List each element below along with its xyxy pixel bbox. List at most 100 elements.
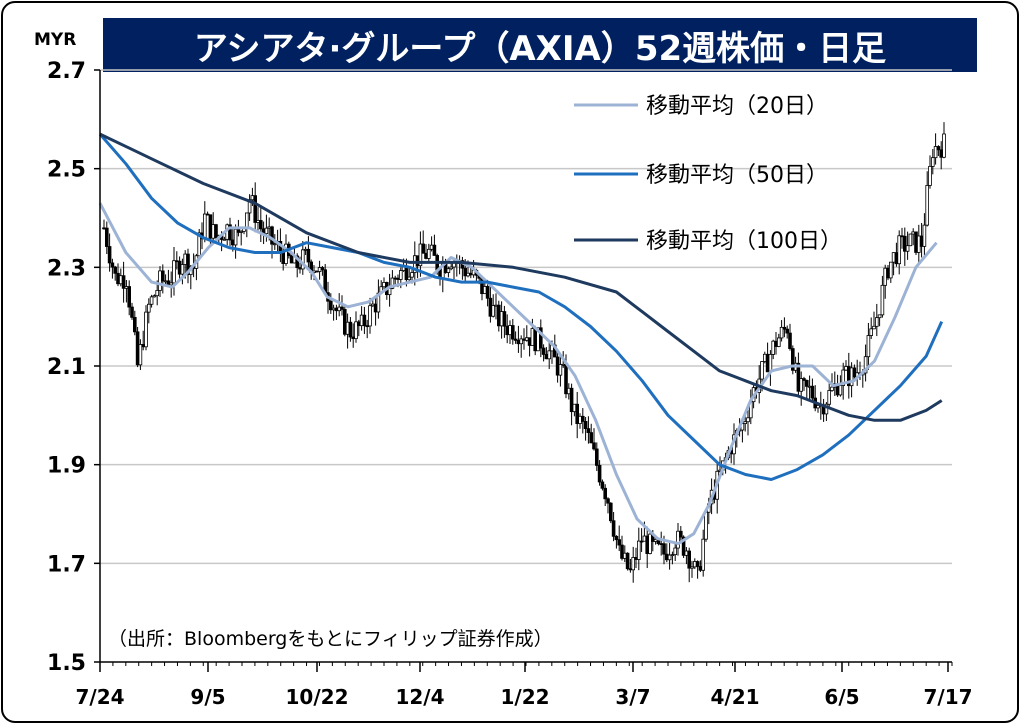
gridlines (100, 69, 952, 565)
candle-body (264, 227, 269, 235)
candle-body (704, 511, 708, 540)
candle-body (866, 335, 871, 358)
x-tick-label: 4/21 (710, 685, 759, 709)
candle-body (124, 286, 129, 289)
candle-body (667, 554, 672, 561)
candle-body (177, 260, 182, 275)
candle-body (695, 561, 700, 567)
candle-body (340, 306, 344, 310)
candle-body (513, 338, 518, 341)
candle-body (533, 328, 537, 352)
candle-body (642, 535, 647, 542)
candle-body (107, 246, 112, 264)
candle-body (494, 304, 498, 307)
candle-body (222, 238, 227, 241)
legend-label: 移動平均（20日） (646, 94, 828, 119)
candle-body (334, 307, 339, 312)
candle-body (583, 421, 588, 430)
candle-body (777, 337, 781, 347)
candle-body (320, 267, 325, 271)
candle-body (382, 282, 386, 288)
candle-body (135, 331, 140, 366)
candle-body (894, 252, 899, 265)
candle-body (396, 277, 400, 280)
x-tick-label: 7/17 (923, 685, 972, 709)
candle-body (328, 300, 333, 311)
candle-body (300, 249, 305, 270)
candle-body (345, 321, 350, 335)
candle-body (541, 347, 546, 355)
candle-body (127, 286, 132, 308)
candle-body (639, 540, 644, 543)
candle-body (256, 220, 260, 223)
candle-body (578, 415, 582, 425)
candle-body (239, 230, 244, 233)
candle-body (174, 260, 179, 263)
candle-body (810, 385, 815, 399)
y-tick-label: 2.5 (47, 158, 86, 183)
candle-body (183, 253, 188, 265)
candle-body (679, 530, 683, 538)
candle-body (555, 356, 560, 376)
candle-body (158, 270, 162, 291)
candle-body (348, 321, 353, 338)
candle-body (258, 220, 263, 230)
candle-body (581, 415, 585, 422)
candle-body (407, 276, 411, 281)
candle-body (942, 133, 946, 158)
candle-body (410, 272, 414, 278)
y-tick-label: 2.7 (47, 59, 86, 84)
candle-body (236, 228, 241, 233)
candle-body (351, 336, 355, 340)
candle-body (564, 363, 568, 395)
candle-body (569, 387, 574, 413)
candle-body (903, 235, 907, 252)
x-tick-label: 7/24 (75, 685, 124, 709)
candle-body (303, 248, 308, 251)
candle-body (110, 262, 115, 268)
candle-body (597, 465, 602, 483)
candle-body (631, 557, 635, 571)
candle-body (889, 261, 893, 279)
candle-body (272, 243, 277, 246)
candle-body (482, 286, 487, 295)
candle-body (698, 566, 703, 571)
candle-body (900, 235, 904, 238)
candle-body (905, 245, 910, 252)
candle-body (561, 363, 565, 366)
axes (94, 69, 953, 672)
candle-body (429, 244, 434, 250)
x-tick-label: 3/7 (615, 685, 650, 709)
candle-body (634, 557, 638, 560)
candle-body (771, 340, 775, 355)
candle-body (824, 403, 829, 415)
candle-body (253, 195, 258, 223)
candle-body (530, 328, 535, 346)
candle-body (760, 361, 764, 380)
candle-body (172, 260, 176, 284)
candle-body (214, 224, 218, 239)
legend-label: 移動平均（100日） (646, 229, 842, 254)
candle-body (446, 268, 451, 273)
candle-body (160, 270, 165, 282)
candle-body (116, 272, 120, 285)
candle-body (746, 417, 750, 423)
source-note: （出所：Bloombergをもとにフィリップ証券作成） (108, 628, 553, 650)
candle-body (233, 228, 238, 246)
candle-body (368, 305, 372, 327)
candle-body (155, 290, 160, 297)
candle-body (421, 243, 425, 254)
candle-body (488, 297, 493, 317)
candle-body (365, 325, 369, 328)
candle-body (936, 146, 941, 151)
candle-body (558, 364, 563, 376)
candle-body (838, 385, 843, 396)
candle-body (539, 327, 543, 349)
y-unit-label: MYR (34, 30, 77, 50)
candle-body (886, 267, 890, 279)
candle-body (827, 390, 831, 405)
candle-body (877, 314, 882, 319)
candle-body (306, 248, 311, 263)
